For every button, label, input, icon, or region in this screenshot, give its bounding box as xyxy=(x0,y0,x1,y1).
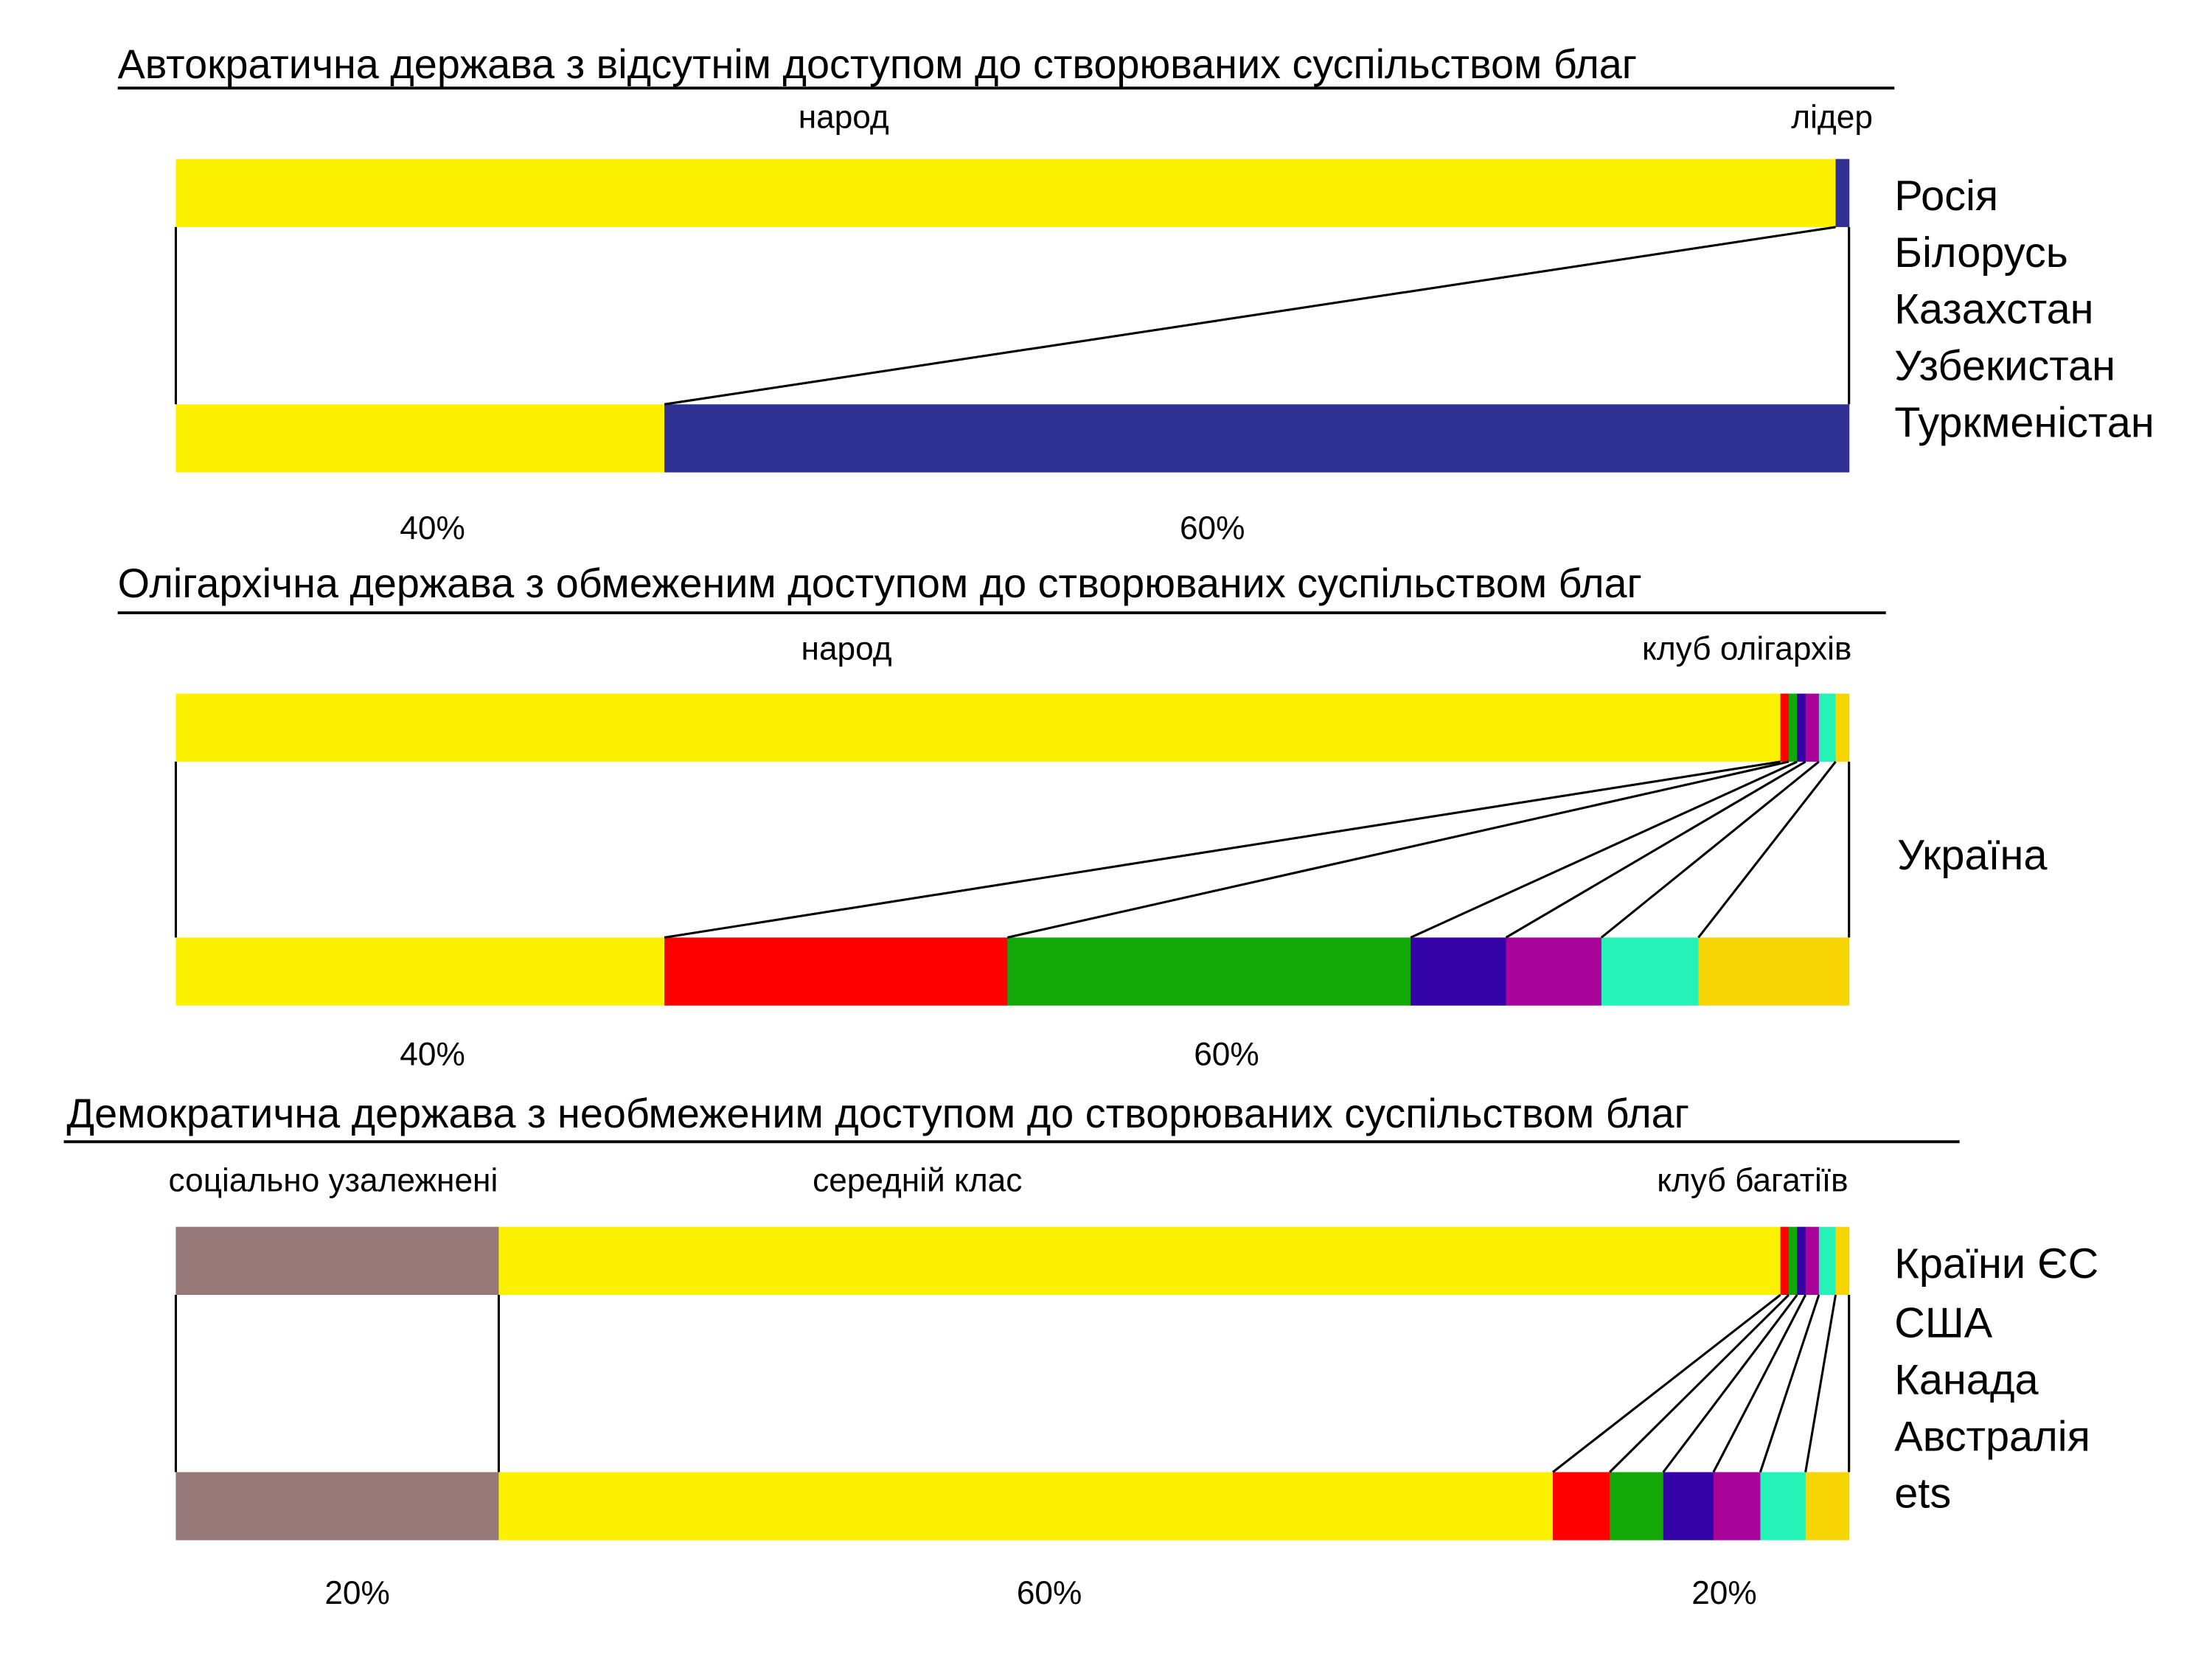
bottom-bar-segment xyxy=(1411,937,1507,1006)
bars xyxy=(174,1226,1851,1540)
country-label: Канада xyxy=(1894,1357,2039,1404)
country-label: ets xyxy=(1894,1470,1951,1517)
bottom-bar-segment xyxy=(175,404,665,473)
top-bar-segment xyxy=(1797,1226,1806,1295)
country-label: Білорусь xyxy=(1894,229,2068,277)
section-title: Олігархічна держава з обмеженим доступом… xyxy=(118,560,1642,606)
section-oligarchic: Олігархічна держава з обмеженим доступом… xyxy=(117,560,2048,1072)
connector-line xyxy=(1609,1293,1790,1473)
connector-line xyxy=(1505,760,1806,939)
top-bar-segment xyxy=(1818,693,1837,762)
country-label: Країни ЄС xyxy=(1894,1240,2098,1288)
connector-line xyxy=(1759,1294,1820,1473)
section-title: Демократична держава з необмеженим досту… xyxy=(66,1091,1689,1136)
top-bar-segment xyxy=(1780,1226,1790,1295)
percent-label: 20% xyxy=(324,1575,390,1611)
bottom-bar-segment xyxy=(1713,1472,1761,1540)
connector-line xyxy=(1804,1294,1837,1473)
percent-label: 40% xyxy=(400,1036,465,1072)
group-label-people: народ xyxy=(801,630,892,667)
bottom-bar-segment xyxy=(1506,937,1602,1006)
top-bar-segment xyxy=(1780,693,1790,762)
top-bar-segment xyxy=(1818,1226,1837,1295)
top-bar-segment xyxy=(175,159,1837,227)
bottom-bar-segment xyxy=(1007,937,1411,1006)
connector-line xyxy=(1552,1293,1781,1473)
top-bar-segment xyxy=(1805,693,1820,762)
group-label-middle-class: середній клас xyxy=(813,1163,1022,1199)
group-label-rich-club: клуб багатіїв xyxy=(1657,1163,1848,1199)
bottom-bar-segment xyxy=(175,937,665,1006)
top-bar-segment xyxy=(175,1226,499,1295)
top-bar-segment xyxy=(1835,1226,1850,1295)
top-bar-segment xyxy=(498,1226,1781,1295)
country-label: США xyxy=(1894,1300,1993,1347)
country-label: Україна xyxy=(1897,832,2048,879)
percent-label: 40% xyxy=(400,510,465,546)
bottom-bar-segment xyxy=(175,1472,499,1540)
bars xyxy=(174,693,1851,1006)
connector-line xyxy=(1600,760,1820,939)
country-label: Казахстан xyxy=(1894,286,2093,333)
country-label: Туркменістан xyxy=(1894,400,2154,447)
bottom-bar-segment xyxy=(1663,1472,1714,1540)
percent-label: 60% xyxy=(1180,510,1245,546)
bottom-bar-segment xyxy=(1760,1472,1806,1540)
percent-label: 20% xyxy=(1691,1575,1757,1611)
country-label: Узбекистан xyxy=(1894,343,2115,390)
group-label-dependent: соціально узалежнені xyxy=(169,1163,498,1199)
connector-line xyxy=(1410,760,1798,939)
top-bar-segment xyxy=(1789,693,1798,762)
connector-line xyxy=(664,226,1836,406)
bottom-bar-segment xyxy=(664,404,1850,473)
group-label-oligarchs: клуб олігархів xyxy=(1642,630,1851,667)
top-bar-segment xyxy=(1797,693,1806,762)
group-label-people: народ xyxy=(799,99,889,135)
connector-line xyxy=(1712,1294,1807,1473)
bottom-bar-segment xyxy=(1610,1472,1664,1540)
country-label: Росія xyxy=(1894,173,1998,220)
top-bar-segment xyxy=(1835,159,1850,227)
bottom-bar-segment xyxy=(1805,1472,1850,1540)
bars xyxy=(174,159,1851,473)
section-democratic: Демократична держава з необмеженим досту… xyxy=(63,1091,2098,1611)
bottom-bar-segment xyxy=(1601,937,1700,1006)
top-bar-segment xyxy=(1789,1226,1798,1295)
top-bar-segment xyxy=(175,693,1781,762)
section-autocratic: Автократична держава з відсутнім доступо… xyxy=(117,41,2154,546)
bottom-bar-segment xyxy=(664,937,1008,1006)
section-title: Автократична держава з відсутнім доступо… xyxy=(118,41,1638,87)
connector-line xyxy=(1662,1294,1798,1473)
top-bar-segment xyxy=(1835,693,1850,762)
bottom-bar-segment xyxy=(498,1472,1554,1540)
top-bar-segment xyxy=(1805,1226,1820,1295)
group-label-leader: лідер xyxy=(1791,99,1873,135)
bottom-bar-segment xyxy=(1553,1472,1610,1540)
country-label: Австралія xyxy=(1894,1414,2090,1461)
bottom-bar-segment xyxy=(1698,937,1850,1006)
percent-label: 60% xyxy=(1017,1575,1082,1611)
connector-line xyxy=(1006,760,1790,939)
connector-line xyxy=(1697,760,1837,939)
connector-line xyxy=(664,760,1781,939)
percent-label: 60% xyxy=(1194,1036,1259,1072)
